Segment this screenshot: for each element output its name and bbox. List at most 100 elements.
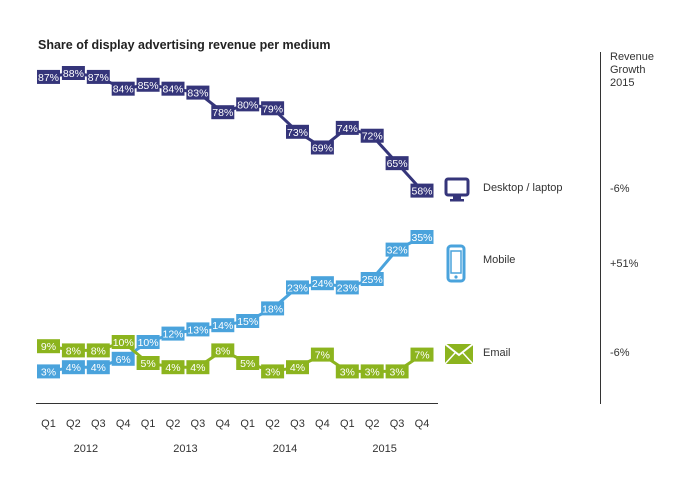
data-point-mobile: [111, 351, 135, 366]
x-tick-label: Q1: [340, 418, 355, 430]
series-line-mobile: [48, 235, 423, 373]
data-point-desktop: [335, 120, 359, 135]
data-label-mobile: 35%: [411, 232, 432, 244]
monitor-icon: [444, 176, 472, 209]
data-label-email: 10%: [113, 337, 134, 349]
x-tick-label: Q3: [91, 418, 106, 430]
data-label-desktop: 87%: [88, 72, 109, 84]
data-label-mobile: 13%: [187, 324, 208, 336]
x-tick-label: Q1: [240, 418, 255, 430]
x-tick-label: Q3: [290, 418, 305, 430]
data-point-desktop: [310, 140, 334, 155]
data-label-email: 8%: [91, 345, 106, 357]
data-point-mobile: [161, 326, 185, 341]
revenue-growth-title-line: Growth: [610, 64, 646, 76]
x-tick-label: Q1: [41, 418, 56, 430]
x-tick-label: Q2: [265, 418, 280, 430]
data-point-mobile: [86, 360, 110, 375]
data-label-desktop: 80%: [237, 99, 258, 111]
data-point-email: [86, 343, 110, 358]
data-point-email: [111, 335, 135, 349]
data-label-desktop: 87%: [38, 72, 59, 84]
data-label-desktop: 65%: [387, 158, 408, 170]
data-label-mobile: 15%: [237, 316, 258, 328]
data-point-mobile: [410, 230, 434, 244]
data-point-mobile: [261, 301, 285, 316]
x-tick-label: Q3: [191, 418, 206, 430]
data-label-desktop: 84%: [113, 84, 134, 96]
data-label-mobile: 25%: [362, 274, 383, 286]
series-label-email: Email: [483, 347, 511, 359]
data-label-desktop: 84%: [162, 84, 183, 96]
x-tick-label: Q4: [315, 418, 330, 430]
data-point-email: [186, 360, 210, 375]
data-label-desktop: 58%: [411, 186, 432, 198]
x-year-label: 2012: [74, 443, 98, 455]
x-tick-label: Q1: [141, 418, 156, 430]
data-point-email: [310, 347, 334, 362]
x-year-label: 2013: [173, 443, 197, 455]
data-point-desktop: [236, 97, 260, 112]
data-label-email: 4%: [165, 362, 180, 374]
data-label-email: 8%: [66, 345, 81, 357]
data-label-mobile: 10%: [138, 337, 159, 349]
data-point-mobile: [37, 364, 60, 379]
data-point-desktop: [360, 128, 384, 143]
data-label-email: 4%: [190, 362, 205, 374]
data-point-mobile: [61, 360, 85, 375]
data-point-desktop: [37, 69, 60, 84]
revenue-growth-title-line: 2015: [610, 77, 635, 89]
data-point-email: [236, 356, 260, 370]
data-label-email: 4%: [290, 362, 305, 374]
growth-divider: [600, 52, 601, 404]
growth-value-desktop: -6%: [610, 183, 630, 195]
x-tick-label: Q4: [116, 418, 131, 430]
data-label-mobile: 6%: [116, 354, 131, 366]
data-point-mobile: [360, 272, 384, 286]
series-label-mobile: Mobile: [483, 254, 516, 266]
data-point-email: [61, 343, 85, 358]
data-label-mobile: 23%: [337, 282, 358, 294]
chart-title: Share of display advertising revenue per…: [38, 38, 331, 52]
data-point-desktop: [211, 105, 235, 120]
data-point-mobile: [211, 318, 235, 333]
data-label-desktop: 78%: [212, 107, 233, 119]
data-point-email: [360, 364, 384, 379]
growth-value-email: -6%: [610, 347, 630, 359]
data-label-desktop: 83%: [187, 88, 208, 100]
x-tick-label: Q2: [66, 418, 81, 430]
data-point-email: [286, 360, 309, 375]
data-label-desktop: 85%: [138, 80, 159, 92]
smartphone-icon: [446, 244, 466, 289]
data-label-desktop: 74%: [337, 123, 358, 135]
data-label-email: 3%: [265, 366, 280, 378]
data-point-desktop: [261, 101, 285, 116]
revenue-growth-title-line: Revenue: [610, 51, 655, 63]
x-tick-label: Q2: [166, 418, 181, 430]
data-point-email: [211, 343, 235, 358]
data-label-email: 3%: [340, 366, 355, 378]
data-label-email: 3%: [390, 366, 405, 378]
data-label-mobile: 12%: [162, 329, 183, 341]
data-label-desktop: 88%: [63, 68, 84, 80]
data-label-email: 3%: [365, 366, 380, 378]
data-label-email: 5%: [141, 358, 156, 370]
data-label-desktop: 79%: [262, 103, 283, 115]
x-tick-label: Q2: [365, 418, 380, 430]
x-year-label: 2014: [273, 443, 297, 455]
data-label-desktop: 73%: [287, 127, 308, 139]
data-point-desktop: [286, 124, 309, 139]
data-point-mobile: [310, 276, 334, 291]
series-desktop: 87% 88% 87%84% 85% 84% 83%78%80% 79%73%69%74%7…: [37, 66, 434, 198]
data-point-mobile: [335, 280, 359, 295]
data-label-email: 7%: [414, 350, 429, 362]
data-point-desktop: [61, 66, 85, 80]
data-label-email: 7%: [315, 350, 330, 362]
growth-value-mobile: +51%: [610, 258, 639, 270]
data-point-email: [161, 360, 185, 375]
data-point-mobile: [286, 280, 309, 295]
data-label-desktop: 69%: [312, 142, 333, 154]
series-line-desktop: [48, 71, 424, 192]
x-tick-label: Q4: [415, 418, 430, 430]
data-label-mobile: 3%: [41, 366, 56, 378]
